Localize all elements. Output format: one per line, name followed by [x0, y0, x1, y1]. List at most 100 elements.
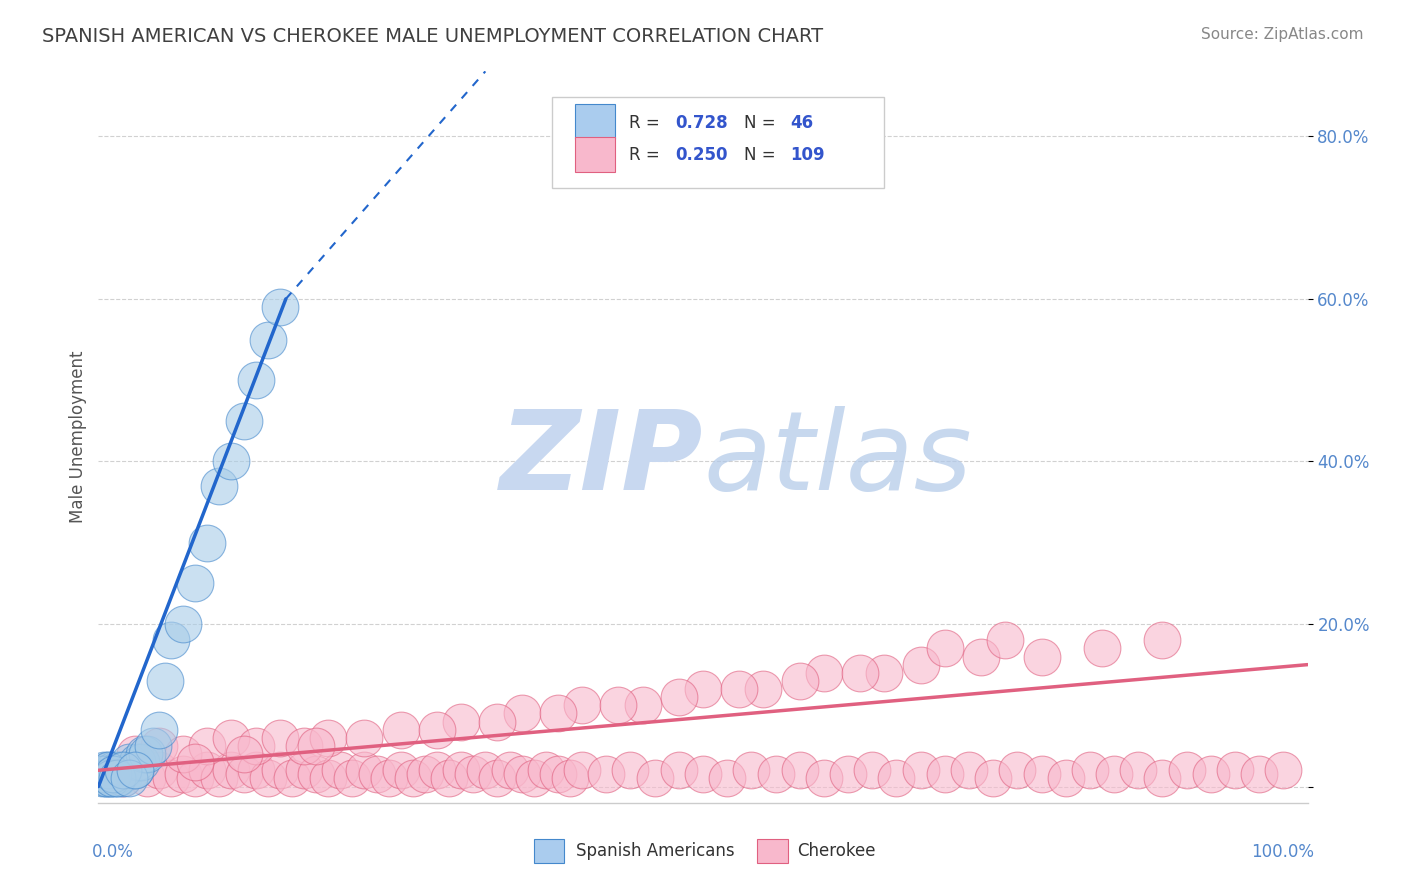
Point [752, 681, 775, 696]
Point [208, 772, 231, 786]
Point [692, 767, 714, 781]
Point [97, 772, 120, 786]
Point [118, 755, 141, 769]
Point [450, 714, 472, 729]
Point [142, 739, 165, 753]
Point [353, 764, 375, 778]
Point [1175, 764, 1198, 778]
Point [256, 772, 278, 786]
Point [135, 772, 157, 786]
Point [91, 772, 114, 786]
Point [910, 657, 932, 672]
Point [886, 772, 908, 786]
Point [232, 747, 254, 761]
Point [97, 764, 120, 778]
Point [111, 772, 134, 786]
Point [510, 767, 533, 781]
Point [134, 747, 156, 761]
Point [160, 772, 183, 786]
Point [1054, 772, 1077, 786]
Point [377, 772, 399, 786]
Point [121, 764, 143, 778]
Point [172, 767, 194, 781]
FancyBboxPatch shape [551, 97, 884, 188]
Point [389, 723, 412, 737]
Point [1152, 633, 1174, 648]
Point [221, 764, 243, 778]
Point [124, 747, 146, 761]
Point [1152, 772, 1174, 786]
Point [100, 772, 122, 786]
Point [1223, 764, 1246, 778]
Point [1031, 767, 1053, 781]
Point [450, 764, 472, 778]
Point [269, 731, 291, 745]
Point [316, 772, 339, 786]
Point [523, 772, 546, 786]
Point [716, 772, 738, 786]
Y-axis label: Male Unemployment: Male Unemployment [69, 351, 87, 524]
Point [789, 764, 811, 778]
Point [486, 714, 509, 729]
Point [101, 767, 124, 781]
Point [232, 414, 254, 428]
Point [474, 764, 496, 778]
Point [184, 576, 207, 591]
Point [813, 772, 835, 786]
Point [105, 764, 128, 778]
Point [91, 767, 114, 781]
Point [221, 454, 243, 468]
Point [100, 772, 122, 786]
Point [571, 698, 593, 713]
Point [184, 755, 207, 769]
Point [329, 764, 352, 778]
Point [98, 764, 121, 778]
Point [100, 767, 122, 781]
FancyBboxPatch shape [575, 104, 614, 139]
Point [1007, 764, 1029, 778]
Point [619, 764, 641, 778]
Point [981, 772, 1004, 786]
Point [245, 764, 267, 778]
Point [256, 333, 278, 347]
Point [127, 755, 149, 769]
Point [402, 772, 425, 786]
Text: 100.0%: 100.0% [1250, 843, 1313, 861]
Point [153, 673, 176, 688]
Point [607, 698, 630, 713]
Point [245, 373, 267, 387]
Point [108, 767, 131, 781]
Point [124, 764, 146, 778]
Point [245, 739, 267, 753]
Point [124, 764, 146, 778]
Point [148, 739, 170, 753]
Point [934, 641, 956, 656]
Point [366, 767, 388, 781]
Point [837, 767, 859, 781]
Text: atlas: atlas [703, 406, 972, 513]
Point [94, 772, 117, 786]
Point [135, 747, 157, 761]
Text: Spanish Americans: Spanish Americans [576, 842, 735, 860]
Point [103, 772, 125, 786]
Point [101, 764, 124, 778]
Point [316, 731, 339, 745]
Point [571, 764, 593, 778]
Point [789, 673, 811, 688]
Text: Cherokee: Cherokee [797, 842, 876, 860]
Text: ZIP: ZIP [499, 406, 703, 513]
Point [1078, 764, 1101, 778]
Point [910, 764, 932, 778]
Point [342, 772, 364, 786]
Point [849, 665, 872, 680]
Point [1031, 649, 1053, 664]
Point [1249, 767, 1271, 781]
Point [114, 764, 136, 778]
Point [510, 706, 533, 721]
FancyBboxPatch shape [758, 839, 787, 863]
Point [1102, 767, 1125, 781]
FancyBboxPatch shape [575, 137, 614, 172]
Point [740, 764, 762, 778]
Point [813, 665, 835, 680]
Point [108, 764, 131, 778]
